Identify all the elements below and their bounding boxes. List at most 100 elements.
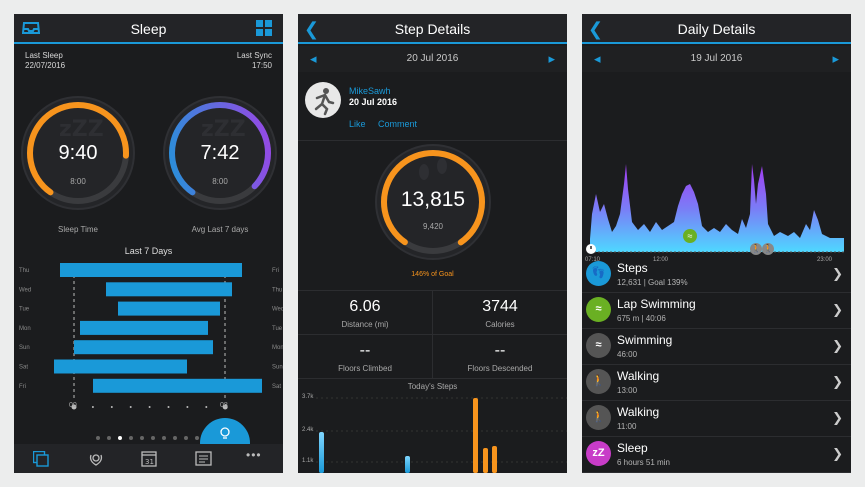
walking-marker-icon[interactable]: 🚶 xyxy=(762,243,774,255)
challenges-nav-icon[interactable] xyxy=(88,451,104,467)
back-chevron-icon[interactable]: ❮ xyxy=(588,19,604,39)
like-link[interactable]: Like xyxy=(349,119,366,129)
axis-tick xyxy=(71,404,77,410)
runner-icon xyxy=(314,88,335,116)
prev-date-icon[interactable]: ◂ xyxy=(310,51,317,66)
activity-title: Walking xyxy=(617,405,660,419)
page-dot[interactable] xyxy=(173,436,177,440)
date-navigator: ◂ 19 Jul 2016 ▸ xyxy=(582,46,851,72)
page-title: Daily Details xyxy=(677,21,756,37)
hour-bar xyxy=(492,446,497,473)
activity-area xyxy=(590,164,844,252)
activity-title: Swimming xyxy=(617,333,673,347)
page-dot[interactable] xyxy=(107,436,111,440)
floors-descended-value: -- xyxy=(494,342,506,359)
calories-label: Calories xyxy=(485,320,515,329)
activity-subtitle: 13:00 xyxy=(617,386,638,395)
activity-title: Steps xyxy=(617,261,648,275)
next-date-icon[interactable]: ▸ xyxy=(548,51,555,66)
swimmer-icon: ≈ xyxy=(586,333,611,358)
swimmer-icon: ≈ xyxy=(586,297,611,322)
user-name-link[interactable]: MikeSawh xyxy=(349,86,391,96)
x-tick-start: 00 xyxy=(69,402,77,409)
sleep-bar xyxy=(118,301,220,316)
avg-sleep-value: 7:42 xyxy=(200,142,240,164)
cards-nav-icon[interactable] xyxy=(33,451,49,467)
list-item[interactable]: 🚶 Walking 13:00 ❯ xyxy=(582,365,851,401)
hour-bar xyxy=(405,456,410,473)
day-label-left: Fri xyxy=(19,384,26,390)
sleep-bar xyxy=(60,263,242,277)
activity-subtitle: 675 m | 40:06 xyxy=(617,314,666,323)
sleep-time-value: 9:40 xyxy=(58,142,98,164)
axis-tick xyxy=(148,406,151,408)
footprint-watermark-icon xyxy=(419,158,447,180)
walking-marker-icon[interactable]: 🚶 xyxy=(750,243,762,255)
activity-subtitle: 12,631 | Goal 139% xyxy=(617,278,688,287)
chevron-right-icon: ❯ xyxy=(832,266,843,281)
day-label-right: Mon xyxy=(272,345,283,351)
sleep-bar xyxy=(93,378,262,393)
day-label-right: Wed xyxy=(272,307,283,313)
daily-details-header: ❮ Daily Details xyxy=(582,14,851,44)
page-dot[interactable] xyxy=(195,436,199,440)
page-dot[interactable] xyxy=(96,436,100,440)
lap-swimming-marker-icon[interactable]: ≈ xyxy=(683,229,697,243)
current-date: 19 Jul 2016 xyxy=(690,53,743,64)
chevron-right-icon: ❯ xyxy=(832,302,843,317)
y-tick-2: 2.4k xyxy=(302,427,314,433)
last-sync-label: Last Sync xyxy=(236,51,272,60)
activity-title: Lap Swimming xyxy=(617,297,696,311)
distance-value: 6.06 xyxy=(349,298,381,315)
post-date: 20 Jul 2016 xyxy=(349,97,398,107)
prev-date-icon[interactable]: ◂ xyxy=(594,51,601,66)
grid-icon[interactable] xyxy=(256,20,272,36)
activity-subtitle: 46:00 xyxy=(617,350,638,359)
day-label-left: Tue xyxy=(19,307,30,313)
axis-tick xyxy=(91,406,94,408)
page-title: Sleep xyxy=(130,21,167,37)
page-dot[interactable] xyxy=(151,436,155,440)
page-dot[interactable] xyxy=(162,436,166,440)
activity-list: 👣 Steps 12,631 | Goal 139% ❯ ≈ Lap Swimming 67… xyxy=(582,257,851,473)
back-chevron-icon[interactable]: ❮ xyxy=(304,19,320,39)
last-7-days-chart[interactable]: Thu Fri Wed Thu Tue Wed Mon Tue Sun Mon Sat Sun Fri S… xyxy=(14,257,283,417)
calendar-nav-icon[interactable]: 31 xyxy=(141,450,157,467)
list-item[interactable]: ≈ Swimming 46:00 ❯ xyxy=(582,329,851,365)
steps-ring[interactable] xyxy=(373,142,493,262)
avatar[interactable] xyxy=(305,82,341,118)
page-dot[interactable] xyxy=(129,436,133,440)
list-item[interactable]: 🚶 Walking 11:00 ❯ xyxy=(582,401,851,437)
next-date-icon[interactable]: ▸ xyxy=(832,51,839,66)
alarm-clock-icon xyxy=(586,244,596,254)
axis-tick xyxy=(186,406,189,408)
activity-timeline-chart[interactable] xyxy=(582,144,851,258)
news-nav-icon[interactable] xyxy=(195,451,212,466)
page-indicator[interactable] xyxy=(96,427,206,445)
hour-bar xyxy=(473,398,478,473)
steps-goal: 9,420 xyxy=(422,222,444,231)
sleep-time-ring[interactable]: zZZ xyxy=(19,94,137,212)
chevron-right-icon: ❯ xyxy=(832,374,843,389)
page-dot[interactable] xyxy=(118,436,122,440)
svg-text:31: 31 xyxy=(145,458,154,466)
list-item[interactable]: ≈ Lap Swimming 675 m | 40:06 ❯ xyxy=(582,293,851,329)
list-item[interactable]: zZ Sleep 6 hours 51 min ❯ xyxy=(582,437,851,473)
day-label-left: Sun xyxy=(19,345,30,351)
todays-steps-chart[interactable] xyxy=(298,392,567,473)
avg-sleep-ring[interactable]: zZZ xyxy=(161,94,279,212)
comment-link[interactable]: Comment xyxy=(378,119,418,129)
list-item[interactable]: 👣 Steps 12,631 | Goal 139% ❯ xyxy=(582,257,851,293)
axis-tick xyxy=(167,406,170,408)
more-nav-icon[interactable]: ••• xyxy=(246,448,262,462)
inbox-icon[interactable] xyxy=(22,20,40,36)
hour-bar xyxy=(483,448,488,473)
page-dot[interactable] xyxy=(184,436,188,440)
avg-sleep-label: Avg Last 7 days xyxy=(191,225,249,234)
current-date: 20 Jul 2016 xyxy=(406,53,459,64)
day-label-right: Sat xyxy=(272,384,281,390)
day-label-right: Sun xyxy=(272,365,283,371)
page-dot[interactable] xyxy=(140,436,144,440)
footprints-icon: 👣 xyxy=(586,261,611,286)
sleep-bar xyxy=(54,359,187,374)
